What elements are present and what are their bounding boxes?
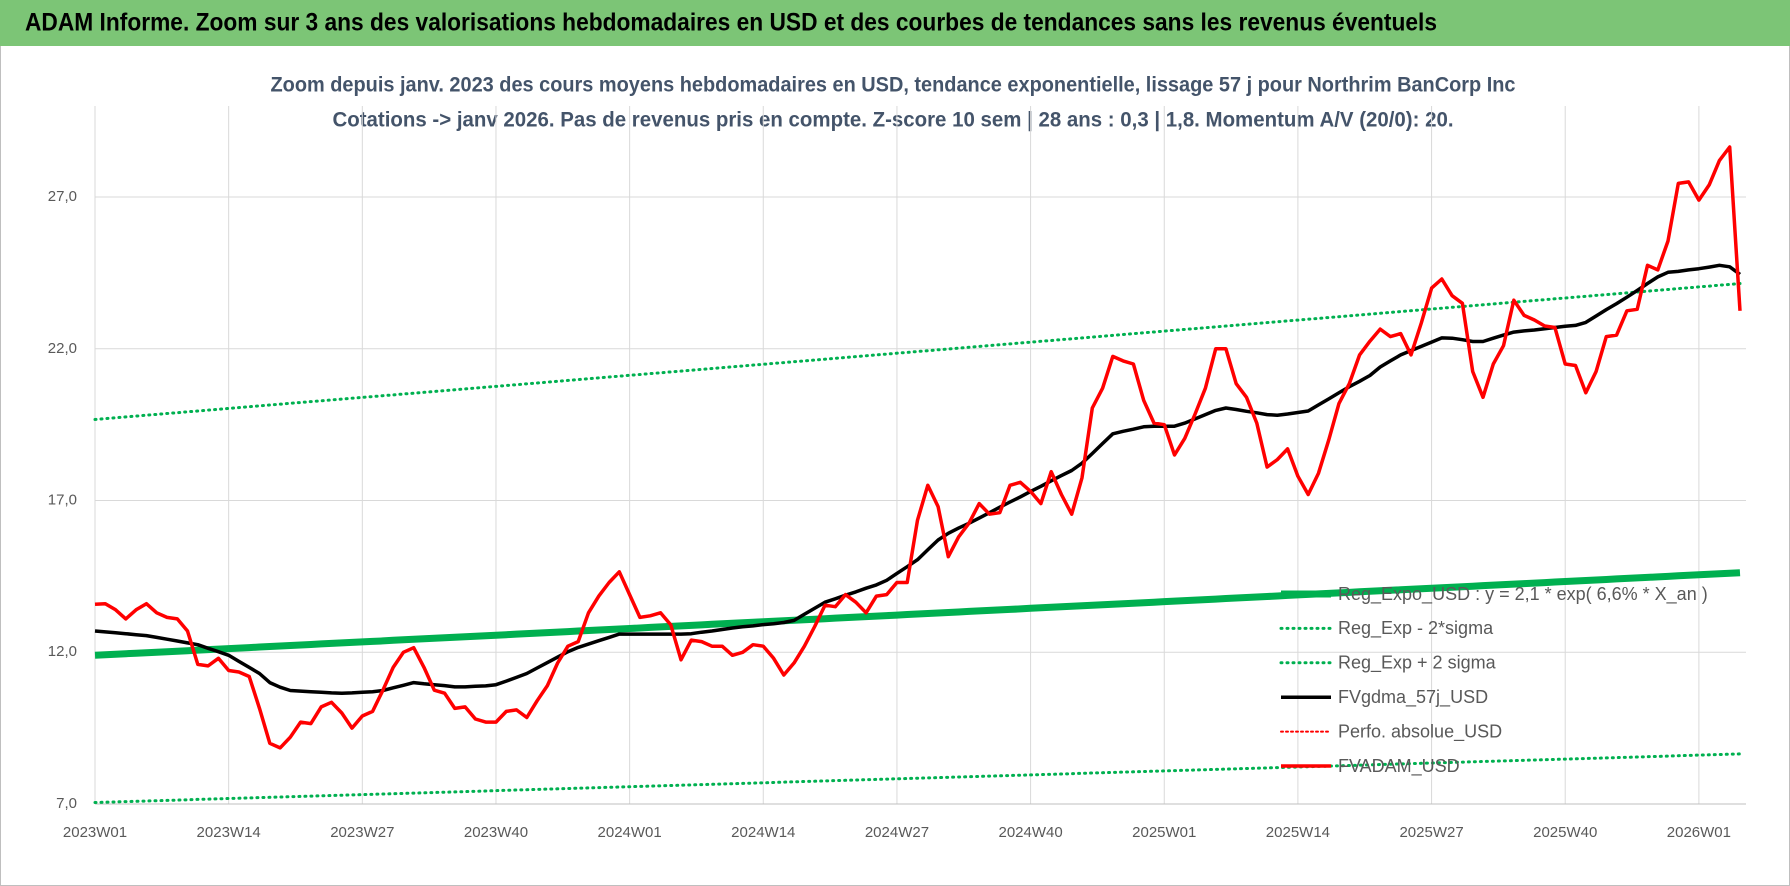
banner-title: ADAM Informe. Zoom sur 3 ans des valoris…: [25, 9, 1437, 37]
y-tick-label: 7,0: [56, 795, 77, 812]
x-tick-label: 2024W27: [865, 824, 929, 841]
series-line: [94, 263, 1742, 695]
x-tick-label: 2024W40: [998, 824, 1062, 841]
x-tick-label: 2025W01: [1132, 824, 1196, 841]
x-tick-label: 2023W14: [197, 824, 261, 841]
chart-title: Zoom depuis janv. 2023 des cours moyens …: [271, 74, 1516, 97]
x-tick-label: 2023W40: [464, 824, 528, 841]
y-tick-label: 27,0: [48, 188, 77, 205]
x-tick-label: 2024W14: [731, 824, 795, 841]
x-tick-label: 2024W01: [598, 824, 662, 841]
x-tick-label: 2025W14: [1266, 824, 1330, 841]
legend-label: Perfo. absolue_USD: [1338, 721, 1502, 742]
legend-label: FVgdma_57j_USD: [1338, 687, 1488, 708]
series-line: [93, 282, 1742, 421]
y-tick-label: 17,0: [48, 491, 77, 508]
y-tick-label: 12,0: [48, 643, 77, 660]
banner: [0, 0, 1790, 46]
x-tick-label: 2023W27: [330, 824, 394, 841]
x-tick-label: 2023W01: [63, 824, 127, 841]
x-tick-label: 2025W27: [1399, 824, 1463, 841]
series-line: [94, 145, 1742, 750]
legend-label: Reg_Exp + 2 sigma: [1338, 653, 1497, 674]
y-tick-label: 22,0: [48, 340, 77, 357]
legend-label: Reg_Exp - 2*sigma: [1338, 618, 1494, 639]
chart-subtitle: Cotations -> janv 2026. Pas de revenus p…: [333, 109, 1454, 132]
legend-label: FVADAM_USD: [1338, 756, 1460, 777]
x-tick-label: 2025W40: [1533, 824, 1597, 841]
x-tick-label: 2026W01: [1667, 824, 1731, 841]
legend-label: Reg_Expo_USD : y = 2,1 * exp( 6,6% * X_a…: [1338, 584, 1708, 605]
series-line: [93, 752, 1742, 804]
series-line: [94, 569, 1741, 659]
